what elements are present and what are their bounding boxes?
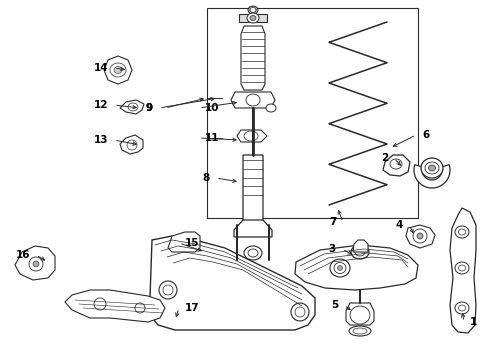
Polygon shape — [230, 92, 274, 108]
Ellipse shape — [249, 15, 256, 21]
Polygon shape — [352, 240, 367, 252]
Polygon shape — [239, 14, 266, 22]
Polygon shape — [150, 236, 314, 330]
Ellipse shape — [454, 262, 468, 274]
Text: 10: 10 — [204, 103, 219, 113]
Text: 2: 2 — [380, 153, 387, 163]
Text: 13: 13 — [93, 135, 108, 145]
Text: 7: 7 — [329, 217, 336, 227]
Polygon shape — [65, 290, 164, 322]
Ellipse shape — [350, 245, 368, 259]
Text: 14: 14 — [93, 63, 108, 73]
Text: 6: 6 — [421, 130, 428, 140]
Polygon shape — [413, 165, 449, 188]
Ellipse shape — [290, 303, 308, 321]
Ellipse shape — [244, 246, 262, 260]
Polygon shape — [234, 220, 271, 237]
Polygon shape — [241, 26, 264, 90]
Polygon shape — [382, 155, 409, 176]
Ellipse shape — [246, 13, 259, 23]
Ellipse shape — [159, 281, 177, 299]
Polygon shape — [405, 225, 434, 248]
Ellipse shape — [265, 104, 275, 112]
Ellipse shape — [337, 266, 342, 270]
Polygon shape — [120, 100, 143, 114]
Text: 4: 4 — [395, 220, 402, 230]
Text: 15: 15 — [184, 238, 199, 248]
Ellipse shape — [33, 261, 39, 267]
Polygon shape — [294, 245, 417, 290]
Ellipse shape — [329, 259, 349, 277]
Text: 9: 9 — [145, 103, 153, 113]
Text: 1: 1 — [469, 317, 476, 327]
Polygon shape — [104, 56, 132, 84]
Text: 9: 9 — [145, 103, 153, 113]
Text: 8: 8 — [203, 173, 209, 183]
Text: 5: 5 — [330, 300, 337, 310]
Polygon shape — [449, 208, 475, 333]
Text: 16: 16 — [16, 250, 30, 260]
Polygon shape — [15, 246, 55, 280]
Ellipse shape — [114, 67, 122, 73]
Ellipse shape — [454, 302, 468, 314]
Ellipse shape — [427, 165, 435, 171]
Ellipse shape — [249, 8, 256, 13]
Text: 11: 11 — [204, 133, 219, 143]
Ellipse shape — [454, 226, 468, 238]
Polygon shape — [237, 130, 266, 142]
Ellipse shape — [416, 233, 422, 239]
Text: 3: 3 — [328, 244, 335, 254]
Polygon shape — [243, 155, 263, 225]
Text: 12: 12 — [93, 100, 108, 110]
Ellipse shape — [348, 326, 370, 336]
Text: 17: 17 — [184, 303, 199, 313]
Polygon shape — [346, 303, 373, 325]
Ellipse shape — [247, 6, 258, 14]
Ellipse shape — [420, 158, 442, 178]
Polygon shape — [168, 232, 200, 252]
Polygon shape — [120, 135, 142, 154]
Bar — [206, 8, 417, 218]
